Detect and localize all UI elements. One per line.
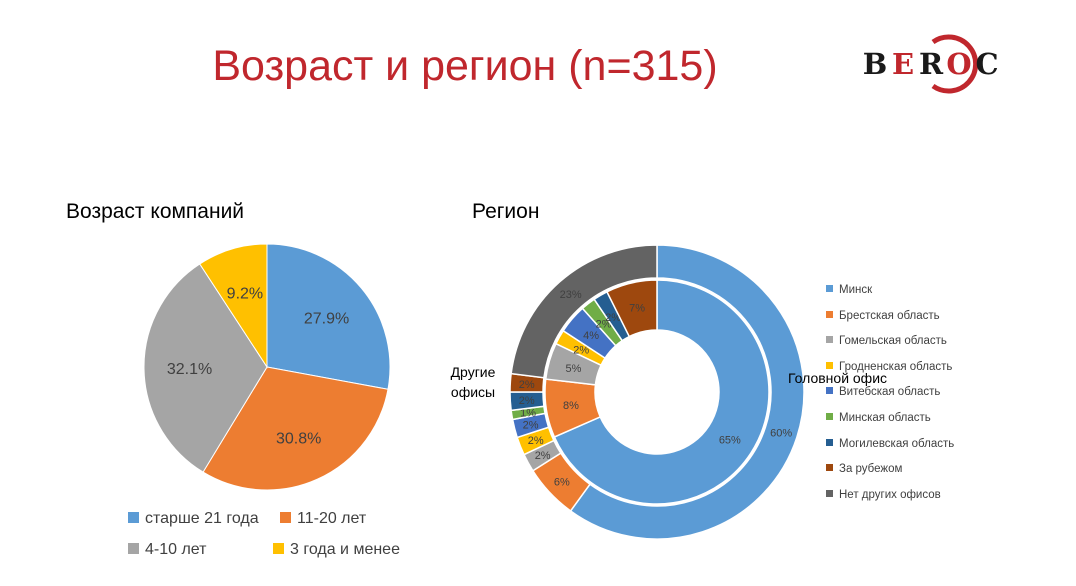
inner-ring-data-label: 2% — [573, 344, 589, 356]
region-legend-label: Витебская область — [839, 386, 941, 399]
outer-ring-data-label: 6% — [554, 476, 570, 488]
inner-ring-data-label: 2% — [596, 318, 612, 330]
region-legend-swatch — [826, 489, 833, 497]
region-legend-swatch — [826, 464, 833, 472]
inner-ring-data-label: 2% — [605, 312, 621, 324]
age-pie-data-label: 9.2% — [227, 286, 263, 303]
outer-ring-data-label: 1% — [520, 407, 536, 419]
logo-ring — [931, 34, 979, 94]
logo-letter: C — [975, 47, 998, 81]
outer-ring-data-label: 2% — [535, 450, 551, 462]
age-pie-slice — [199, 243, 268, 369]
inner-ring-data-label: 7% — [629, 302, 645, 314]
region-legend-item: Минская область — [826, 412, 1026, 438]
age-legend-label: 11-20 лет — [297, 510, 367, 527]
region-legend-label: Минск — [839, 284, 873, 296]
inner-ring-data-label: 65% — [719, 435, 741, 447]
inner-ring-data-label: 8% — [563, 400, 579, 412]
age-legend-item: 4-10 лет — [128, 541, 207, 559]
region-legend-item: Минск — [826, 284, 1026, 310]
age-legend-swatch — [128, 543, 139, 554]
region-legend-swatch — [826, 412, 833, 420]
region-legend-swatch — [826, 438, 833, 446]
region-donut-chart: 65%8%5%2%4%2%2%7%60%6%2%2%2%1%2%2%23% — [509, 244, 805, 540]
age-pie-slice — [143, 263, 268, 473]
age-chart-title: Возраст компаний — [66, 200, 245, 223]
outer-ring-data-label: 2% — [528, 435, 544, 447]
region-legend-swatch — [826, 285, 833, 292]
age-legend-item: 3 года и менее — [273, 541, 400, 559]
outer-ring-data-label: 2% — [519, 395, 535, 407]
inner-ring-label: Головной офис — [788, 370, 888, 386]
age-legend-label: 4-10 лет — [145, 541, 207, 558]
inner-ring-slice — [605, 279, 658, 338]
region-legend-label: Гомельская область — [839, 335, 947, 348]
age-pie-data-label: 30.8% — [276, 431, 321, 448]
inner-ring-data-label: 4% — [583, 330, 599, 342]
age-pie-data-label: 32.1% — [167, 361, 212, 378]
logo-letter: B — [863, 47, 888, 81]
region-legend-label: Брестская область — [839, 309, 940, 322]
outer-ring-slice — [510, 244, 658, 379]
region-chart-title: Регион — [472, 200, 540, 223]
region-legend-item: Брестская область — [826, 310, 1026, 336]
region-legend-item: Нет других офисов — [826, 489, 1026, 515]
age-legend-swatch — [273, 543, 284, 554]
region-legend: Минск Брестская область Гомельская область… — [826, 284, 1026, 514]
region-legend-label: За рубежом — [839, 463, 903, 476]
region-legend-swatch — [826, 387, 833, 395]
age-legend-swatch — [128, 512, 139, 523]
outer-ring-slice — [569, 244, 805, 540]
region-legend-label: Могилевская область — [839, 437, 955, 450]
outer-ring-data-label: 2% — [523, 419, 539, 431]
age-legend-item: старше 21 года — [128, 510, 259, 528]
logo-letter: R — [919, 47, 944, 81]
outer-ring-data-label: 60% — [770, 427, 792, 439]
logo-letter: E — [892, 47, 914, 81]
age-pie-chart: 27.9% 30.8% 32.1% 9.2% — [143, 243, 391, 491]
region-legend-item: Витебская область — [826, 386, 1026, 412]
region-legend-swatch — [826, 336, 833, 344]
outer-ring-data-label: 23% — [560, 289, 582, 301]
region-legend-swatch — [826, 361, 833, 369]
inner-ring-slice — [553, 279, 770, 505]
age-pie-data-label: 27.9% — [304, 310, 349, 327]
age-pie-slice — [202, 366, 389, 491]
outer-ring-label: Другие офисы — [450, 364, 496, 400]
logo-letter: O — [946, 47, 971, 81]
inner-ring-data-label: 5% — [565, 363, 581, 375]
region-legend-label: Гродненская область — [839, 360, 953, 373]
region-legend-item: Гомельская область — [826, 335, 1026, 361]
age-legend-swatch — [280, 512, 291, 523]
region-legend-label: Нет других офисов — [839, 488, 941, 501]
age-legend: старше 21 года 11-20 лет 4-10 лет 3 года и … — [128, 510, 428, 570]
slide-title: Возраст и регион (n=315) — [212, 42, 718, 90]
region-legend-item: Могилевская область — [826, 438, 1026, 464]
region-legend-swatch — [826, 310, 833, 318]
region-legend-item: Гродненская область — [826, 361, 1026, 387]
age-legend-label: 3 года и менее — [290, 541, 400, 558]
age-legend-item: 11-20 лет — [280, 510, 366, 528]
region-legend-item: За рубежом — [826, 463, 1026, 489]
region-legend-label: Минская область — [839, 411, 931, 424]
outer-ring-data-label: 2% — [519, 379, 535, 391]
age-legend-label: старше 21 года — [145, 510, 259, 527]
age-pie-slice — [266, 243, 391, 390]
